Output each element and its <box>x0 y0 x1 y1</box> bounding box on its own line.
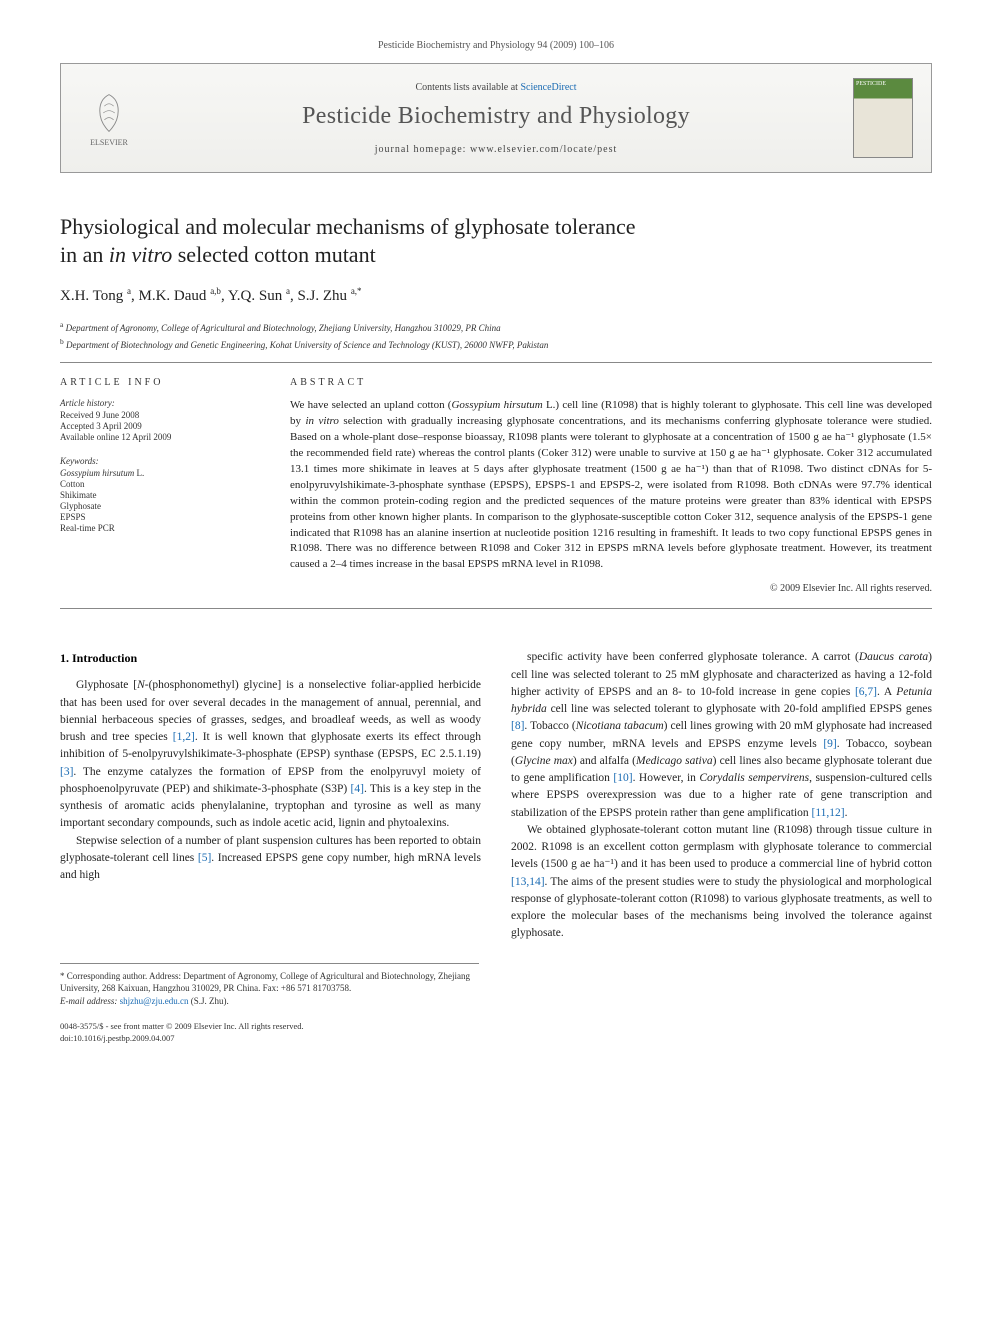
article-info-column: ARTICLE INFO Article history: Received 9… <box>60 377 260 594</box>
body-paragraph: Stepwise selection of a number of plant … <box>60 833 481 885</box>
contents-line: Contents lists available at ScienceDirec… <box>139 82 853 93</box>
article-info-heading: ARTICLE INFO <box>60 377 260 388</box>
journal-cover-thumbnail: PESTICIDE <box>853 78 913 158</box>
journal-header-box: ELSEVIER Contents lists available at Sci… <box>60 63 932 173</box>
corresponding-author-footer: * Corresponding author. Address: Departm… <box>60 963 479 1008</box>
reference-link[interactable]: [3] <box>60 766 73 778</box>
body-column-right: specific activity have been conferred gl… <box>511 649 932 942</box>
reference-link[interactable]: [4] <box>351 783 364 795</box>
email-author: (S.J. Zhu). <box>191 996 229 1006</box>
reference-link[interactable]: [1,2] <box>173 731 195 743</box>
keyword-item: Cotton <box>60 479 260 489</box>
corresponding-email[interactable]: shjzhu@zju.edu.cn <box>120 996 189 1006</box>
doi-line: doi:10.1016/j.pestbp.2009.04.007 <box>60 1033 932 1045</box>
reference-link[interactable]: [8] <box>511 720 524 732</box>
body-paragraph: specific activity have been conferred gl… <box>511 649 932 822</box>
section-heading-intro: 1. Introduction <box>60 649 481 667</box>
affiliation-line: b Department of Biotechnology and Geneti… <box>60 336 932 353</box>
keyword-item: Shikimate <box>60 490 260 500</box>
reference-link[interactable]: [10] <box>613 772 632 784</box>
divider <box>60 608 932 609</box>
reference-link[interactable]: [6,7] <box>855 686 877 698</box>
abstract-column: ABSTRACT We have selected an upland cott… <box>290 377 932 594</box>
email-label: E-mail address: <box>60 996 117 1006</box>
article-title: Physiological and molecular mechanisms o… <box>60 213 932 268</box>
abstract-text: We have selected an upland cotton (Gossy… <box>290 398 932 573</box>
body-column-left: 1. Introduction Glyphosate [N-(phosphono… <box>60 649 481 942</box>
issn-doi-footer: 0048-3575/$ - see front matter © 2009 El… <box>60 1021 932 1045</box>
body-paragraph: Glyphosate [N-(phosphonomethyl) glycine]… <box>60 677 481 832</box>
reference-link[interactable]: [5] <box>198 852 211 864</box>
keyword-item: Glyphosate <box>60 501 260 511</box>
issn-line: 0048-3575/$ - see front matter © 2009 El… <box>60 1021 932 1033</box>
abstract-copyright: © 2009 Elsevier Inc. All rights reserved… <box>290 583 932 594</box>
history-item: Received 9 June 2008 <box>60 410 260 420</box>
publisher-logo: ELSEVIER <box>79 90 139 147</box>
journal-homepage: journal homepage: www.elsevier.com/locat… <box>139 144 853 155</box>
header-citation: Pesticide Biochemistry and Physiology 94… <box>60 40 932 51</box>
journal-name: Pesticide Biochemistry and Physiology <box>139 103 853 130</box>
keyword-item: Real-time PCR <box>60 523 260 533</box>
corresponding-note: * Corresponding author. Address: Departm… <box>60 970 479 995</box>
history-item: Available online 12 April 2009 <box>60 432 260 442</box>
affiliations: a Department of Agronomy, College of Agr… <box>60 319 932 352</box>
reference-link[interactable]: [13,14] <box>511 876 545 888</box>
affiliation-line: a Department of Agronomy, College of Agr… <box>60 319 932 336</box>
abstract-heading: ABSTRACT <box>290 377 932 388</box>
keyword-item: Gossypium hirsutum L. <box>60 468 260 478</box>
keywords-label: Keywords: <box>60 456 260 466</box>
authors-line: X.H. Tong a, M.K. Daud a,b, Y.Q. Sun a, … <box>60 286 932 305</box>
history-label: Article history: <box>60 398 260 408</box>
keyword-item: EPSPS <box>60 512 260 522</box>
reference-link[interactable]: [11,12] <box>812 807 845 819</box>
reference-link[interactable]: [9] <box>823 738 836 750</box>
history-item: Accepted 3 April 2009 <box>60 421 260 431</box>
divider <box>60 362 932 363</box>
body-paragraph: We obtained glyphosate-tolerant cotton m… <box>511 822 932 943</box>
homepage-url[interactable]: www.elsevier.com/locate/pest <box>470 144 617 155</box>
sciencedirect-link[interactable]: ScienceDirect <box>520 82 576 93</box>
publisher-name: ELSEVIER <box>90 138 128 147</box>
